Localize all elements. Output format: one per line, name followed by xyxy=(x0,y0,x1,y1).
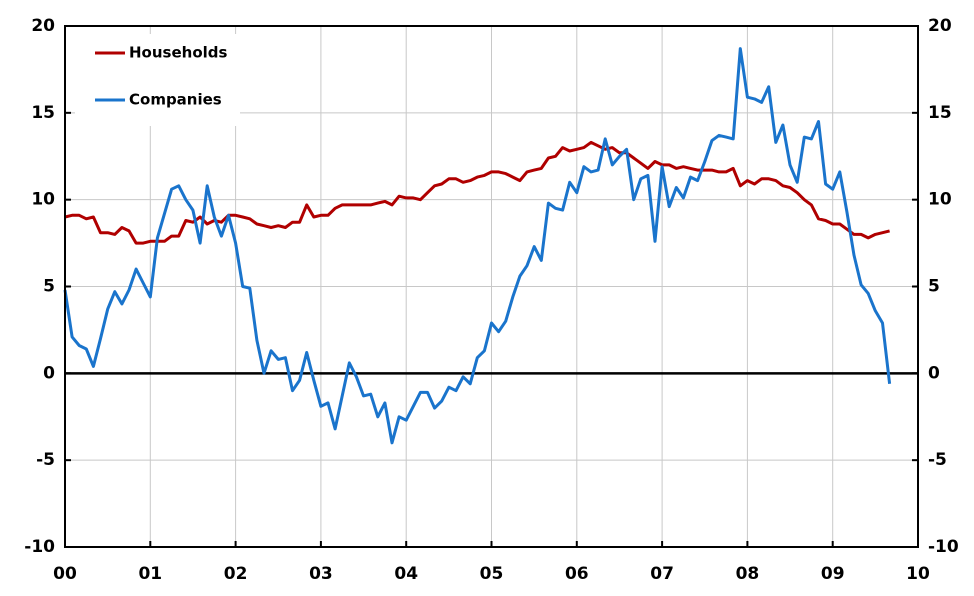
legend-label: Households xyxy=(129,44,228,62)
legend-box xyxy=(75,34,240,126)
x-tick-label: 05 xyxy=(480,564,504,584)
x-tick-label: 09 xyxy=(821,564,845,584)
x-tick-label: 04 xyxy=(394,564,418,584)
y-tick-label: 10 xyxy=(31,190,55,210)
y2-tick-label: -5 xyxy=(928,450,947,470)
series-line xyxy=(63,47,892,445)
legend-label: Companies xyxy=(129,91,222,109)
y2-tick-label: 5 xyxy=(928,277,940,297)
x-tick-label: 01 xyxy=(138,564,162,584)
y-tick-label: 15 xyxy=(31,103,55,123)
y-tick-label: -10 xyxy=(24,537,55,557)
y-tick-label: -5 xyxy=(36,450,55,470)
x-tick-label: 03 xyxy=(309,564,333,584)
y2-tick-label: 15 xyxy=(928,103,952,123)
y-tick-label: 5 xyxy=(43,277,55,297)
x-tick-label: 06 xyxy=(565,564,589,584)
y2-tick-label: 20 xyxy=(928,16,952,36)
x-tick-label: 10 xyxy=(906,564,930,584)
x-tick-label: 00 xyxy=(53,564,77,584)
y2-tick-label: -10 xyxy=(928,537,959,557)
x-tick-label: 02 xyxy=(224,564,248,584)
y-tick-label: 0 xyxy=(43,363,55,383)
x-tick-label: 07 xyxy=(650,564,674,584)
y-tick-label: 20 xyxy=(31,16,55,36)
y2-tick-label: 0 xyxy=(928,363,940,383)
x-tick-label: 08 xyxy=(736,564,760,584)
plot-frame xyxy=(64,25,919,548)
y2-tick-label: 10 xyxy=(928,190,952,210)
